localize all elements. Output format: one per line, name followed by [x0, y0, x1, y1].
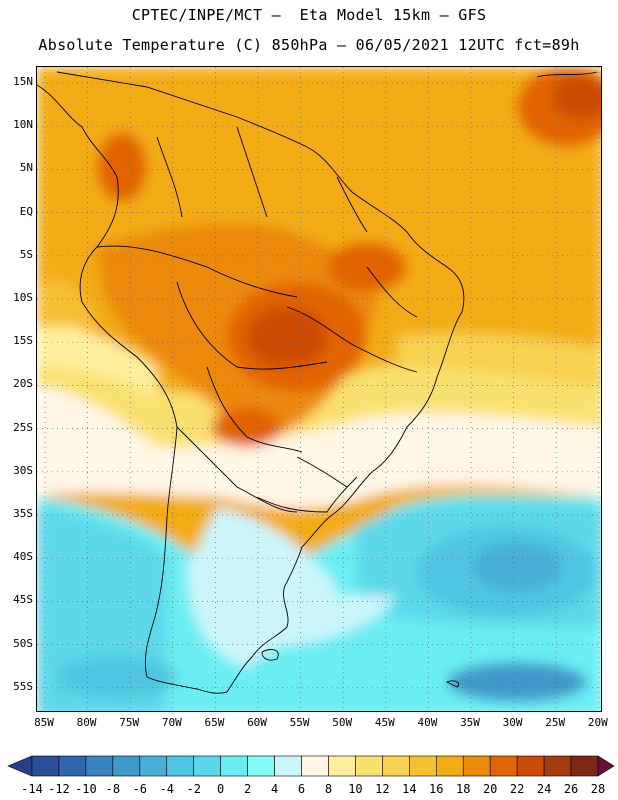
colorbar-bin — [462, 755, 491, 777]
longitude-label: 80W — [76, 716, 97, 729]
colorbar-bin — [543, 755, 572, 777]
map-title: CPTEC/INPE/MCT – Eta Model 15km – GFS — [131, 6, 487, 24]
longitude-label: 25W — [545, 716, 566, 729]
latitude-label: 35S — [13, 507, 33, 520]
colorbar-tick-label: 16 — [429, 782, 444, 796]
longitude-label: 50W — [332, 716, 353, 729]
colorbar-tick-label: -4 — [159, 782, 174, 796]
colorbar-bin — [31, 755, 60, 777]
longitude-label: 75W — [119, 716, 140, 729]
colorbar-tick-label: 6 — [297, 782, 306, 796]
longitude-label: 85W — [34, 716, 54, 729]
colorbar-tick-label: 14 — [402, 782, 417, 796]
latitude-label: 45S — [13, 593, 33, 607]
colorbar-tick-label: -14 — [21, 782, 43, 796]
colorbar-bin — [570, 755, 599, 777]
longitude-label: 60W — [247, 716, 267, 729]
colorbar-bin — [489, 755, 518, 777]
colorbar-tick-label: 10 — [348, 782, 363, 796]
latitude-label: 10N — [13, 118, 33, 132]
colorbar-bin — [382, 755, 410, 777]
colorbar-bin — [112, 755, 141, 777]
colorbar-bin — [516, 755, 545, 777]
latitude-label: 25S — [13, 420, 33, 434]
latitude-label: 10S — [13, 291, 33, 304]
colorbar-bin — [274, 755, 302, 777]
colorbar-bin — [328, 755, 356, 777]
longitude-label: 70W — [161, 716, 182, 729]
coastline — [37, 71, 598, 694]
longitude-label: 65W — [204, 716, 225, 729]
colorbar-bin — [301, 755, 329, 777]
colorbar-tick-label: 12 — [375, 782, 390, 796]
colorbar-bin — [247, 755, 275, 777]
latitude-label: 50S — [13, 636, 33, 650]
temperature-field — [37, 67, 601, 711]
longitude-label: 40W — [417, 716, 438, 729]
colorbar-max-arrow — [597, 755, 615, 777]
colorbar-tick-label: -12 — [48, 782, 70, 796]
latitude-label: 15S — [13, 334, 33, 348]
latitude-label: 5S — [19, 247, 33, 261]
colorbar-bin — [355, 755, 383, 777]
latitude-label: 55S — [13, 679, 33, 693]
longitude-label: 35W — [460, 716, 480, 729]
latitude-label: 15N — [13, 75, 33, 88]
longitude-label: 20W — [587, 716, 608, 729]
colorbar-bin — [193, 755, 221, 777]
colorbar-bin — [85, 755, 114, 777]
colorbar-tick-label: 8 — [324, 782, 333, 796]
latitude-label: 20S — [13, 377, 33, 391]
colorbar-tick-label: 24 — [536, 782, 552, 796]
colorbar-bin — [139, 755, 168, 777]
longitude-label: 55W — [289, 716, 310, 729]
latitude-label: 40S — [13, 550, 33, 564]
colorbar-bin — [166, 755, 195, 777]
colorbar-tick-label: 26 — [563, 782, 579, 796]
colorbar-tick-label: -10 — [75, 782, 97, 796]
colorbar-tick-label: -6 — [132, 782, 148, 796]
colorbar-tick-label: 28 — [590, 782, 606, 796]
latitude-label: 5N — [19, 161, 33, 175]
colorbar-tick-label: -8 — [105, 782, 121, 796]
temperature-map — [36, 66, 602, 712]
colorbar-tick-label: 4 — [270, 782, 279, 796]
colorbar-tick-label: 20 — [482, 782, 498, 796]
longitude-label: 45W — [374, 716, 395, 729]
colorbar-tick-label: 22 — [509, 782, 525, 796]
latitude-label: 30S — [13, 463, 33, 477]
longitude-label: 30W — [502, 716, 523, 729]
colorbar-tick-label: -2 — [186, 782, 201, 796]
colorbar-min-arrow — [7, 755, 33, 777]
map-subtitle: Absolute Temperature (C) 850hPa – 06/05/… — [38, 36, 580, 54]
colorbar — [7, 755, 615, 777]
latitude-label: EQ — [19, 204, 33, 218]
colorbar-tick-label: 18 — [456, 782, 471, 796]
colorbar-bin — [58, 755, 87, 777]
colorbar-bin — [435, 755, 464, 777]
colorbar-tick-label: 2 — [243, 782, 252, 796]
colorbar-tick-label: 0 — [217, 782, 225, 796]
colorbar-bin — [220, 755, 248, 777]
colorbar-bin — [409, 755, 437, 777]
